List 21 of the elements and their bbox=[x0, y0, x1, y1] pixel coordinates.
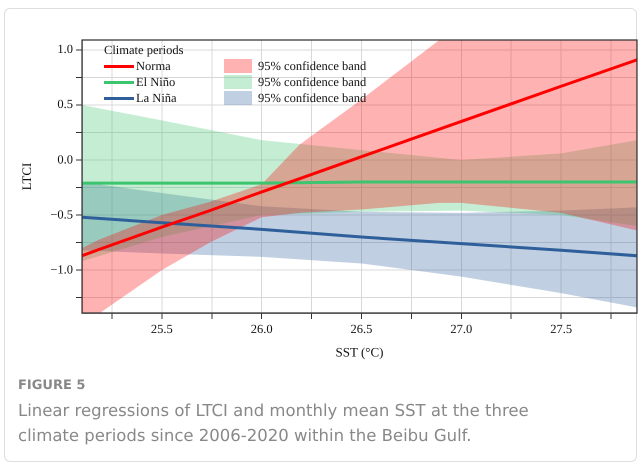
legend-label: El Niño bbox=[136, 74, 176, 90]
y-tick-label: 0.5 bbox=[57, 97, 73, 112]
x-tick-label: 26.5 bbox=[350, 322, 372, 336]
text: Linear regressions of LTCI and monthly mean SST at the three climate periods since 2006-2020 within the Beibu Gulf. bbox=[18, 400, 530, 447]
annotation: 95% confidence band bbox=[258, 58, 366, 74]
y-tick-label: −0.5 bbox=[50, 207, 73, 222]
legend-label: La Niña bbox=[136, 90, 177, 106]
x-tick-label: 27.5 bbox=[550, 322, 572, 336]
annotation: 95% confidence band bbox=[258, 74, 366, 90]
legend-title: Climate periods bbox=[104, 42, 184, 58]
x-tick-label: 27.0 bbox=[450, 322, 472, 336]
x-axis-title: SST (°C) bbox=[336, 344, 384, 360]
y-tick-label: 1.0 bbox=[57, 42, 73, 56]
caption: FIGURE 5 bbox=[18, 378, 86, 393]
annotation: 95% confidence band bbox=[258, 90, 366, 106]
x-tick-label: 25.5 bbox=[150, 322, 173, 336]
y-tick-label: 0.0 bbox=[57, 152, 73, 166]
legend-label: Norma bbox=[136, 58, 171, 74]
x-tick-label: 26.0 bbox=[250, 322, 273, 336]
y-tick-label: −1.0 bbox=[50, 262, 73, 276]
y-axis-title: LTCI bbox=[19, 162, 34, 190]
